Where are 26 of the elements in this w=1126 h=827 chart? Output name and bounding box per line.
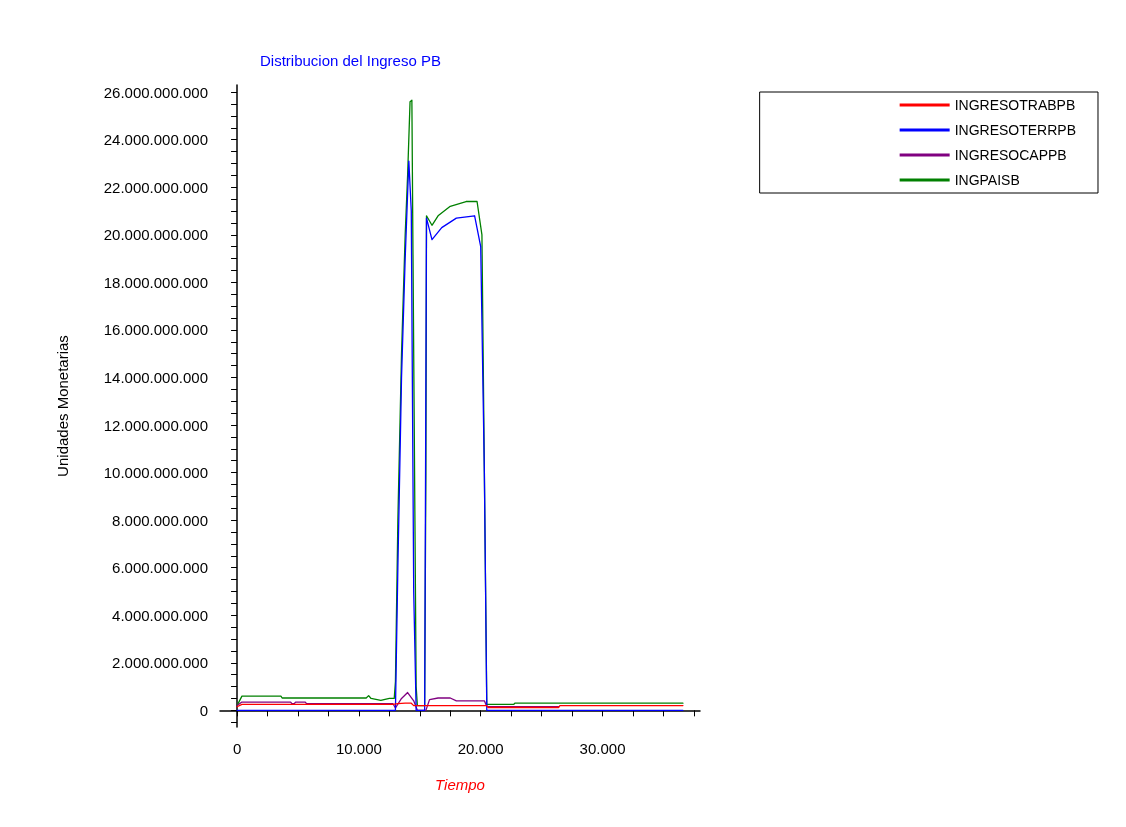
x-axis-title: Tiempo: [435, 776, 485, 793]
x-tick-label: 30.000: [579, 740, 626, 757]
y-tick-label: 2.000.000.000: [112, 654, 208, 672]
y-tick-label: 14.000.000.000: [103, 368, 208, 386]
y-axis-title: Unidades Monetarias: [54, 335, 71, 477]
legend-label: INGRESOCAPPB: [954, 147, 1067, 163]
x-tick-label: 10.000: [335, 740, 382, 757]
y-tick-label: 20.000.000.000: [103, 226, 208, 244]
y-tick-label: 6.000.000.000: [112, 559, 208, 577]
y-tick-label: 8.000.000.000: [112, 511, 208, 529]
y-tick-label: 4.000.000.000: [112, 606, 208, 624]
x-tick-label: 0: [232, 740, 242, 757]
y-tick-label: 0: [199, 701, 208, 719]
chart-title: Distribucion del Ingreso PB: [260, 52, 441, 69]
legend-label: INGPAISB: [954, 172, 1020, 188]
y-tick-label: 16.000.000.000: [103, 321, 208, 339]
y-tick-label: 26.000.000.000: [103, 83, 208, 101]
y-tick-label: 24.000.000.000: [103, 131, 208, 149]
y-tick-label: 18.000.000.000: [103, 273, 208, 291]
legend-label: INGRESOTERRPB: [954, 122, 1077, 138]
y-tick-label: 12.000.000.000: [103, 416, 208, 434]
y-tick-label: 22.000.000.000: [103, 178, 208, 196]
legend-label: INGRESOTRABPB: [954, 97, 1076, 113]
x-tick-label: 20.000: [457, 740, 504, 757]
y-tick-label: 10.000.000.000: [103, 464, 208, 482]
line-series: [236, 691, 560, 712]
